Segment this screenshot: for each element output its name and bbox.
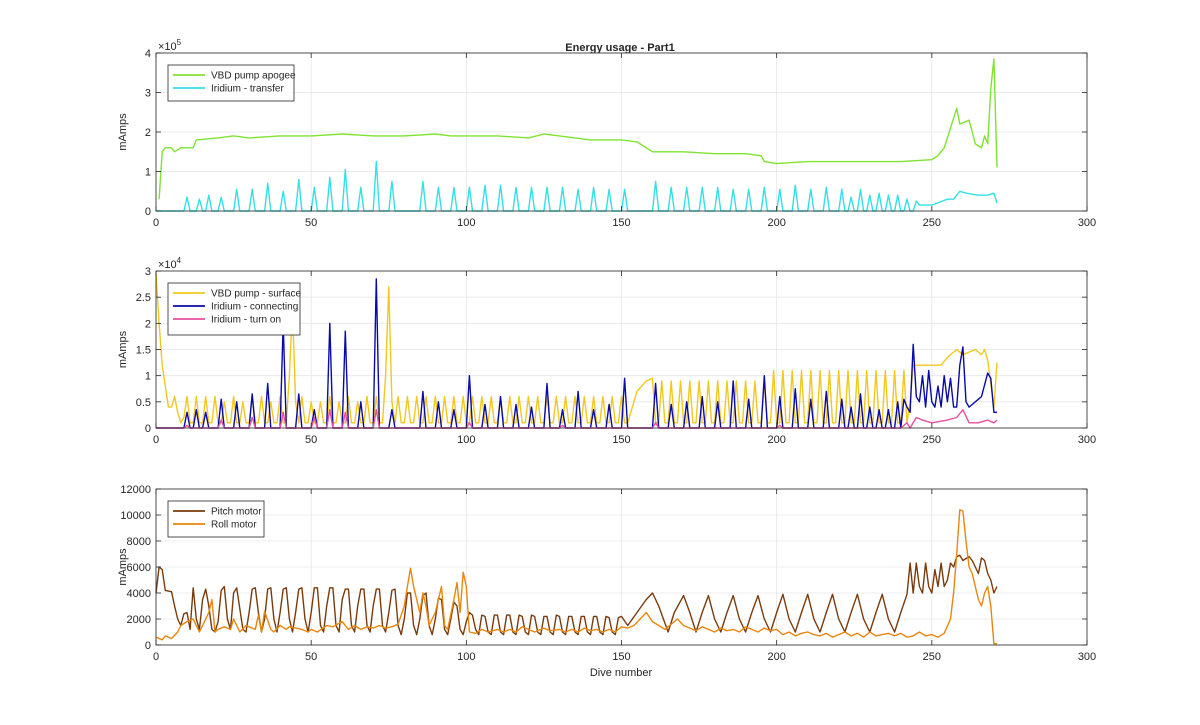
x-axis-label: Dive number bbox=[590, 667, 653, 679]
y-tick-label: 6000 bbox=[127, 562, 151, 574]
legend-label-pitch-motor: Pitch motor bbox=[211, 507, 262, 518]
x-tick-label: 250 bbox=[923, 651, 941, 663]
x-tick-label: 250 bbox=[923, 217, 941, 229]
y-tick-label: 0 bbox=[145, 640, 151, 652]
series-line-iridium-connecting bbox=[156, 278, 997, 429]
y-tick-label: 4 bbox=[145, 48, 151, 60]
y-exponent-label: ×105 bbox=[158, 38, 182, 53]
legend: VBD pump - surface Iridium - connecting Ir… bbox=[167, 282, 301, 336]
legend-box bbox=[167, 282, 301, 336]
x-tick-label: 100 bbox=[457, 651, 475, 663]
x-tick-label: 0 bbox=[153, 434, 159, 446]
x-tick-label: 100 bbox=[457, 434, 475, 446]
y-tick-label: 1 bbox=[145, 167, 151, 179]
legend-label-iridium-turn-on: Iridium - turn on bbox=[211, 315, 281, 326]
y-tick-label: 10000 bbox=[120, 510, 151, 522]
x-tick-label: 300 bbox=[1078, 434, 1096, 446]
series-line-vbd-pump-apogee bbox=[158, 58, 998, 200]
series-line-pitch-motor bbox=[155, 554, 998, 636]
y-tick-label: 12000 bbox=[120, 484, 151, 496]
y-tick-label: 3 bbox=[145, 88, 151, 100]
subplot-energy-surface-iridium: 0 50 100 150 200 250 300 0 0.5 1 1.5 2 2.5 3 ×104 mAmps… bbox=[117, 256, 1096, 446]
y-exponent-label: ×104 bbox=[158, 256, 182, 271]
x-tick-label: 50 bbox=[305, 434, 317, 446]
x-tick-label: 200 bbox=[767, 651, 785, 663]
legend-label-iridium-transfer: Iridium - transfer bbox=[211, 84, 284, 95]
legend-label-vbd-pump-apogee: VBD pump apogee bbox=[211, 71, 296, 82]
y-axis-label: mAmps bbox=[117, 548, 129, 586]
x-tick-label: 250 bbox=[923, 434, 941, 446]
legend-box bbox=[167, 500, 265, 538]
figure-title: Energy usage - Part1 bbox=[565, 42, 674, 54]
legend-label-roll-motor: Roll motor bbox=[211, 520, 257, 531]
y-tick-label: 0 bbox=[145, 206, 151, 218]
legend-label-vbd-pump-surface: VBD pump - surface bbox=[211, 289, 301, 300]
x-tick-label: 150 bbox=[612, 217, 630, 229]
y-tick-label: 4000 bbox=[127, 588, 151, 600]
x-tick-label: 150 bbox=[612, 434, 630, 446]
y-tick-label: 2000 bbox=[127, 614, 151, 626]
y-tick-label: 1 bbox=[145, 371, 151, 383]
y-axis-label: mAmps bbox=[117, 113, 129, 151]
subplot-energy-apogee-transfer: Energy usage - Part1 0 50 100 150 200 250 300 0… bbox=[117, 38, 1096, 229]
y-tick-label: 0.5 bbox=[136, 397, 151, 409]
x-tick-label: 150 bbox=[612, 651, 630, 663]
y-axis-label: mAmps bbox=[117, 330, 129, 368]
x-tick-label: 0 bbox=[153, 651, 159, 663]
legend: VBD pump apogee Iridium - transfer bbox=[167, 64, 296, 102]
x-tick-label: 100 bbox=[457, 217, 475, 229]
x-tick-label: 50 bbox=[305, 217, 317, 229]
x-tick-label: 50 bbox=[305, 651, 317, 663]
x-tick-label: 200 bbox=[767, 217, 785, 229]
x-tick-label: 300 bbox=[1078, 651, 1096, 663]
y-tick-label: 0 bbox=[145, 423, 151, 435]
legend-label-iridium-connecting: Iridium - connecting bbox=[211, 302, 298, 313]
x-tick-label: 0 bbox=[153, 217, 159, 229]
y-tick-label: 2 bbox=[145, 127, 151, 139]
subplot-energy-motors: Dive number 0 50 100 150 200 250 300 0 2000 4000 6… bbox=[117, 484, 1096, 679]
series-line-roll-motor bbox=[155, 509, 997, 645]
y-tick-label: 1.5 bbox=[136, 345, 151, 357]
y-tick-label: 2.5 bbox=[136, 292, 151, 304]
y-tick-label: 3 bbox=[145, 266, 151, 278]
x-tick-label: 300 bbox=[1078, 217, 1096, 229]
y-tick-label: 8000 bbox=[127, 536, 151, 548]
y-tick-label: 2 bbox=[145, 318, 151, 330]
legend-box bbox=[167, 64, 295, 102]
legend: Pitch motor Roll motor bbox=[167, 500, 265, 538]
x-tick-label: 200 bbox=[767, 434, 785, 446]
